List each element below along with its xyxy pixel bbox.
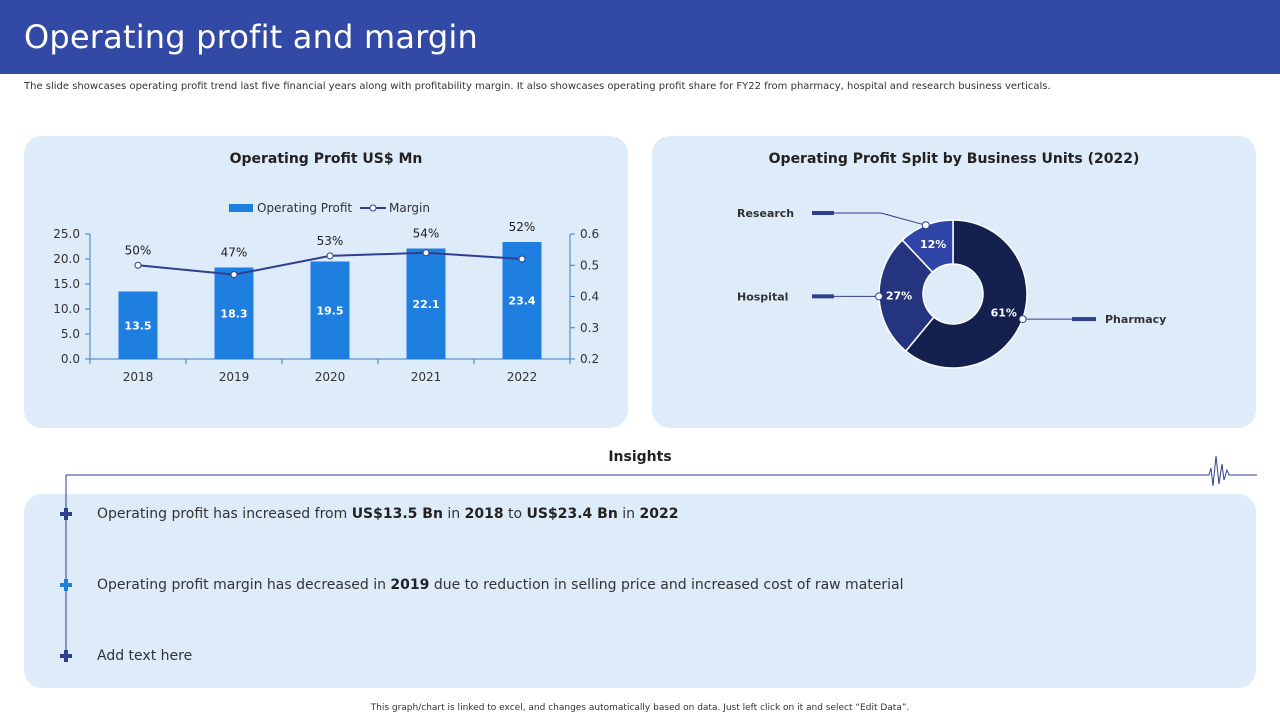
plus-icon	[60, 508, 72, 520]
y-tick-label: 5.0	[61, 327, 80, 341]
donut-legend-hospital: Hospital	[737, 290, 788, 303]
bar-data-label: 22.1	[412, 298, 439, 311]
x-tick-label: 2020	[315, 370, 346, 384]
page-title: Operating profit and margin	[24, 18, 479, 56]
margin-point	[134, 261, 142, 269]
margin-data-label: 54%	[413, 227, 440, 241]
y2-tick-label: 0.5	[580, 258, 599, 272]
bar-data-label: 18.3	[220, 307, 247, 320]
insights-title: Insights	[608, 449, 672, 465]
plus-icon	[60, 579, 72, 591]
legend-label-operating-profit: Operating Profit	[257, 201, 352, 215]
y-tick-label: 0.0	[61, 352, 80, 366]
bar-operating-profit	[406, 248, 446, 359]
bar-operating-profit	[214, 267, 254, 359]
legend-swatch-operating-profit	[229, 204, 253, 212]
timeline-overlay	[65, 494, 67, 656]
margin-data-label: 53%	[317, 234, 344, 248]
margin-point	[422, 249, 430, 257]
margin-point	[326, 252, 334, 260]
page-subtitle: The slide showcases operating profit tre…	[24, 81, 1051, 92]
y2-tick-label: 0.2	[580, 352, 599, 366]
bar-data-label: 23.4	[508, 295, 535, 308]
y2-tick-label: 0.3	[580, 321, 599, 335]
margin-data-label: 47%	[221, 246, 248, 260]
bar-data-label: 13.5	[124, 319, 151, 332]
margin-point	[230, 271, 238, 279]
business-split-donut-chart[interactable]: 61% 27% 12% Pharmacy Hospital Research	[652, 136, 1256, 428]
bar-chart-title: Operating Profit US$ Mn	[229, 151, 423, 167]
margin-data-label: 52%	[509, 220, 536, 234]
margin-data-label: 50%	[125, 243, 152, 257]
x-tick-label: 2021	[411, 370, 442, 384]
donut-slice-hospital	[878, 238, 935, 353]
insight-text: Operating profit has increased from	[97, 506, 352, 522]
insight-item: Operating profit has increased from US$1…	[97, 506, 678, 522]
donut-legend-research: Research	[737, 207, 794, 220]
y2-tick-label: 0.6	[580, 227, 599, 241]
legend-marker-margin	[369, 204, 377, 212]
x-tick-label: 2022	[507, 370, 538, 384]
insight-item: Operating profit margin has decreased in…	[97, 577, 904, 593]
donut-data-label: 27%	[886, 290, 912, 303]
insight-highlight: 2019	[390, 577, 430, 593]
operating-profit-chart-panel: Operating Profit US$ Mn Operating Profit…	[24, 136, 628, 428]
header-bar: Operating profit and margin	[0, 0, 1280, 74]
insight-text: Operating profit margin has decreased in	[97, 577, 391, 593]
donut-slice-research	[901, 219, 954, 274]
y-tick-label: 15.0	[53, 277, 80, 291]
insight-text: Add text here	[97, 648, 193, 664]
leader-swatch-hospital	[812, 294, 834, 299]
x-tick-label: 2019	[219, 370, 250, 384]
leader-line-research	[834, 212, 926, 226]
bar-data-label: 19.5	[316, 304, 343, 317]
y2-tick-label: 0.4	[580, 290, 599, 304]
y-tick-label: 10.0	[53, 302, 80, 316]
y-tick-label: 20.0	[53, 252, 80, 266]
plus-icon	[60, 650, 72, 662]
insight-highlight: US$23.4 Bn	[526, 506, 618, 522]
y-tick-label: 25.0	[53, 227, 80, 241]
insight-highlight: US$13.5 Bn	[351, 506, 443, 522]
bar-operating-profit	[118, 291, 158, 359]
donut-data-label: 61%	[991, 306, 1017, 319]
insight-highlight: 2018	[464, 506, 504, 522]
insight-item: Add text here	[97, 648, 192, 664]
insight-text: to	[503, 506, 527, 522]
leader-point-research	[921, 221, 930, 230]
footer-note: This graph/chart is linked to excel, and…	[370, 703, 910, 713]
donut-legend-pharmacy: Pharmacy	[1105, 313, 1166, 326]
insight-text: due to reduction in selling price and in…	[429, 577, 904, 593]
leader-swatch-research	[812, 211, 834, 215]
bar-operating-profit	[310, 261, 350, 359]
x-tick-label: 2018	[123, 370, 154, 384]
insight-text: in	[617, 506, 640, 522]
donut-chart-title: Operating Profit Split by Business Units…	[768, 151, 1140, 167]
insight-text: in	[442, 506, 465, 522]
donut-data-label: 12%	[920, 238, 946, 251]
leader-swatch-pharmacy	[1072, 317, 1096, 322]
margin-point	[518, 255, 526, 263]
insights-panel	[24, 494, 1256, 688]
business-split-chart-panel: Operating Profit Split by Business Units…	[652, 136, 1256, 428]
donut-slice-pharmacy	[904, 219, 1028, 369]
leader-point-pharmacy	[1018, 315, 1027, 324]
insight-highlight: 2022	[639, 506, 679, 522]
leader-point-hospital	[875, 292, 884, 301]
operating-profit-bar-chart[interactable]: Operating Profit Margin 0.0 5.0 10.0 15.0 20.0…	[24, 136, 628, 428]
legend-label-margin: Margin	[389, 201, 430, 215]
heartbeat-icon	[1205, 455, 1257, 487]
